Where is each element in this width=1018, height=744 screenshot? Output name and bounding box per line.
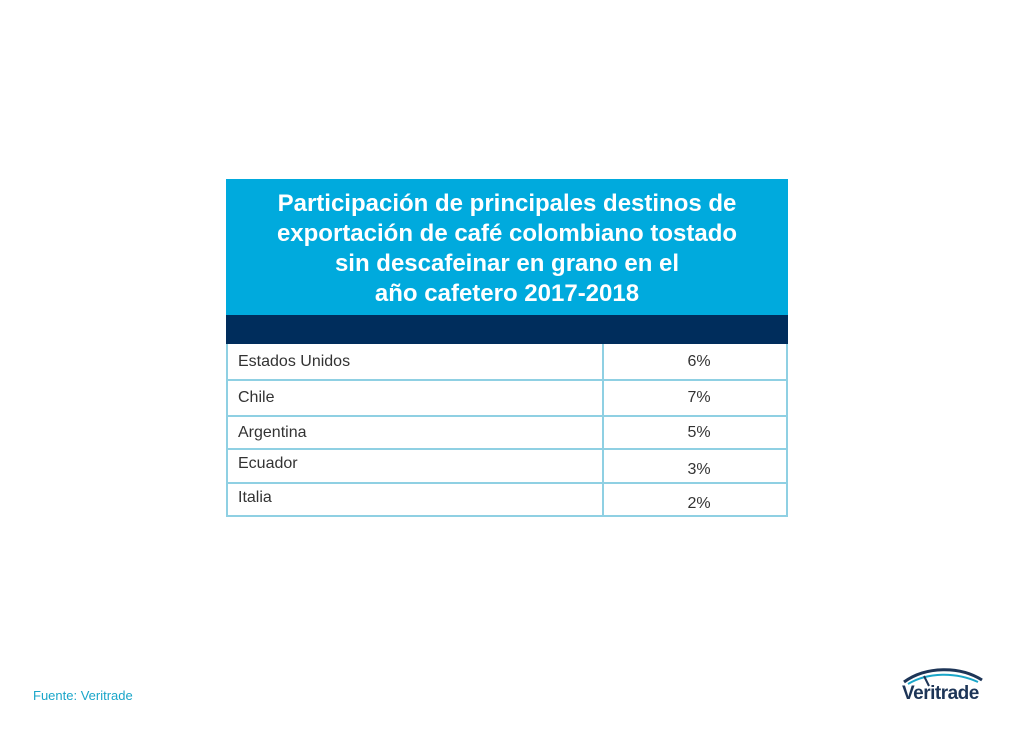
veritrade-swoosh-icon (903, 668, 983, 687)
country-cell: Argentina (228, 417, 604, 448)
title-line-3: sin descafeinar en grano en el (334, 250, 680, 277)
table-header-bar (226, 315, 788, 344)
veritrade-logo: Veritrade (898, 668, 986, 710)
title-line-2: exportación de café colombiano tostado (276, 220, 738, 247)
table-row: Estados Unidos 6% (228, 344, 786, 381)
title-line-4: año cafetero 2017-2018 (374, 280, 640, 307)
share-cell: 2% (687, 494, 711, 512)
table-title: Participación de principales destinos de… (226, 179, 788, 315)
table-body: Estados Unidos 6% Chile 7% Argentina 5% … (226, 344, 788, 517)
share-cell: 3% (687, 461, 711, 478)
logo-text: Veritrade (902, 683, 979, 704)
country-cell: Chile (228, 381, 604, 415)
data-table: Participación de principales destinos de… (226, 179, 788, 517)
share-cell: 6% (687, 352, 711, 370)
title-line-1: Participación de principales destinos de (277, 190, 737, 217)
table-row: Argentina 5% (228, 417, 786, 450)
table-row: Chile 7% (228, 381, 786, 417)
share-cell: 7% (687, 389, 711, 406)
source-note: Fuente: Veritrade (33, 688, 133, 703)
share-cell: 5% (687, 423, 711, 441)
table-row: Italia 2% (228, 484, 786, 517)
country-cell: Estados Unidos (228, 344, 604, 379)
country-cell: Ecuador (228, 450, 604, 482)
table-row: Ecuador 3% (228, 450, 786, 484)
country-cell: Italia (228, 484, 604, 515)
